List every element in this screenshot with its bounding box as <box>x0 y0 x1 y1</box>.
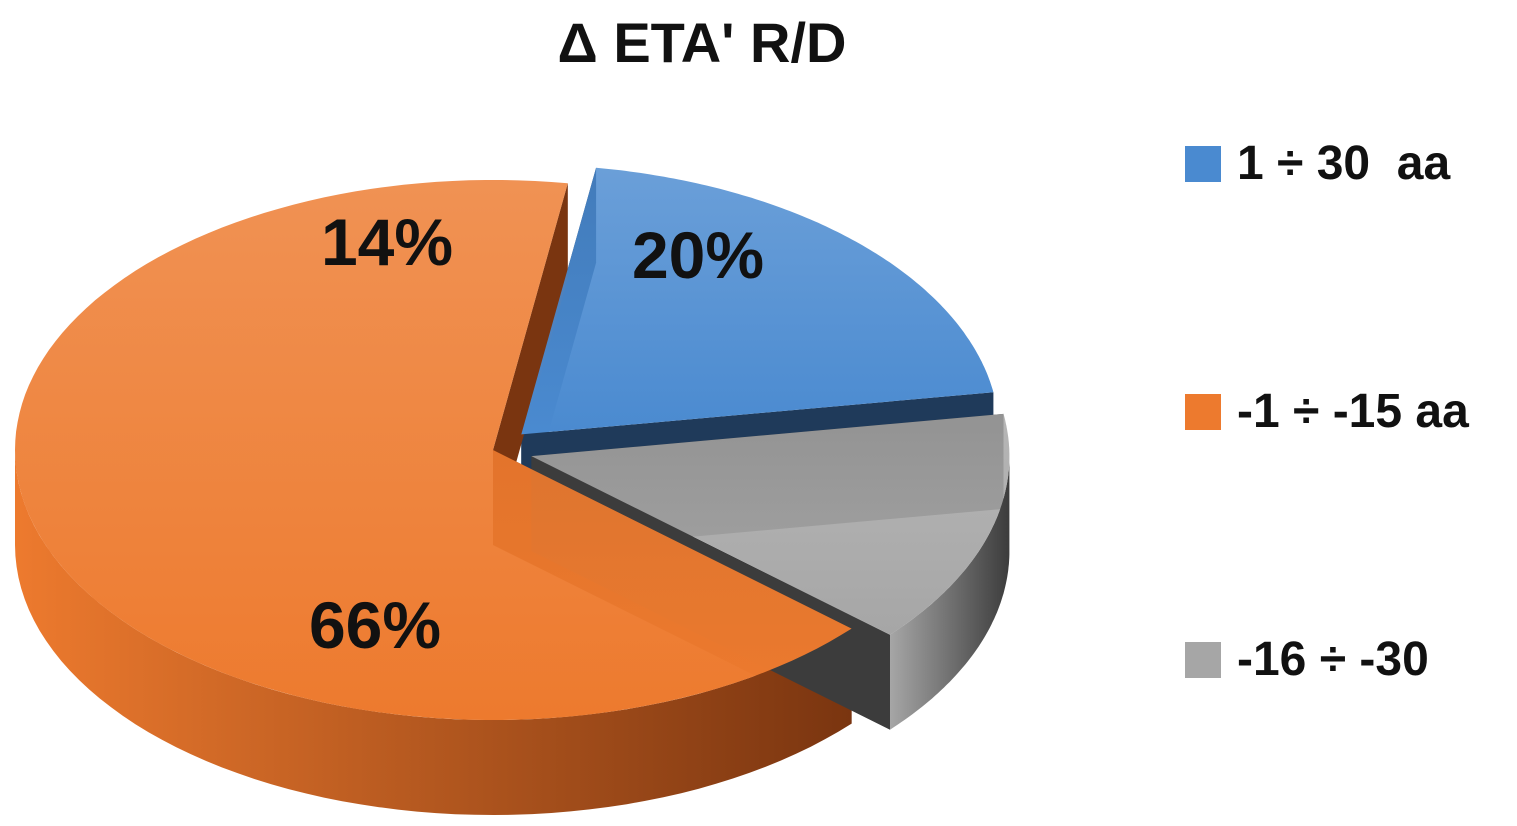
legend-swatch-3 <box>1185 641 1221 678</box>
pie-slice-1 <box>521 167 994 435</box>
legend-item-3: -16 ÷ -30 <box>1185 632 1429 687</box>
legend-item-2: -1 ÷ -15 aa <box>1185 384 1469 439</box>
pie-slice-edge-2 <box>15 450 852 815</box>
data-label-1: 20% <box>632 218 764 292</box>
data-label-3: 14% <box>321 205 453 279</box>
legend: 1 ÷ 30 aa -1 ÷ -15 aa -16 ÷ -30 <box>1185 0 1515 826</box>
chart-title: Δ ETA' R/D <box>557 11 847 74</box>
pie-slice-edge-3 <box>890 456 1010 730</box>
legend-swatch-1 <box>1185 145 1221 182</box>
legend-label-2: -1 ÷ -15 aa <box>1237 385 1469 438</box>
pie-slice-3 <box>531 413 1010 635</box>
pie-slice-wall-2-1 <box>493 183 568 546</box>
data-label-2: 66% <box>309 588 441 662</box>
legend-label-1: 1 ÷ 30 aa <box>1237 137 1451 190</box>
legend-label-3: -16 ÷ -30 <box>1237 633 1429 686</box>
pie-slice-2 <box>15 180 852 720</box>
legend-item-1: 1 ÷ 30 aa <box>1185 136 1450 191</box>
pie-tops <box>15 167 1010 720</box>
legend-swatch-2 <box>1185 393 1221 430</box>
